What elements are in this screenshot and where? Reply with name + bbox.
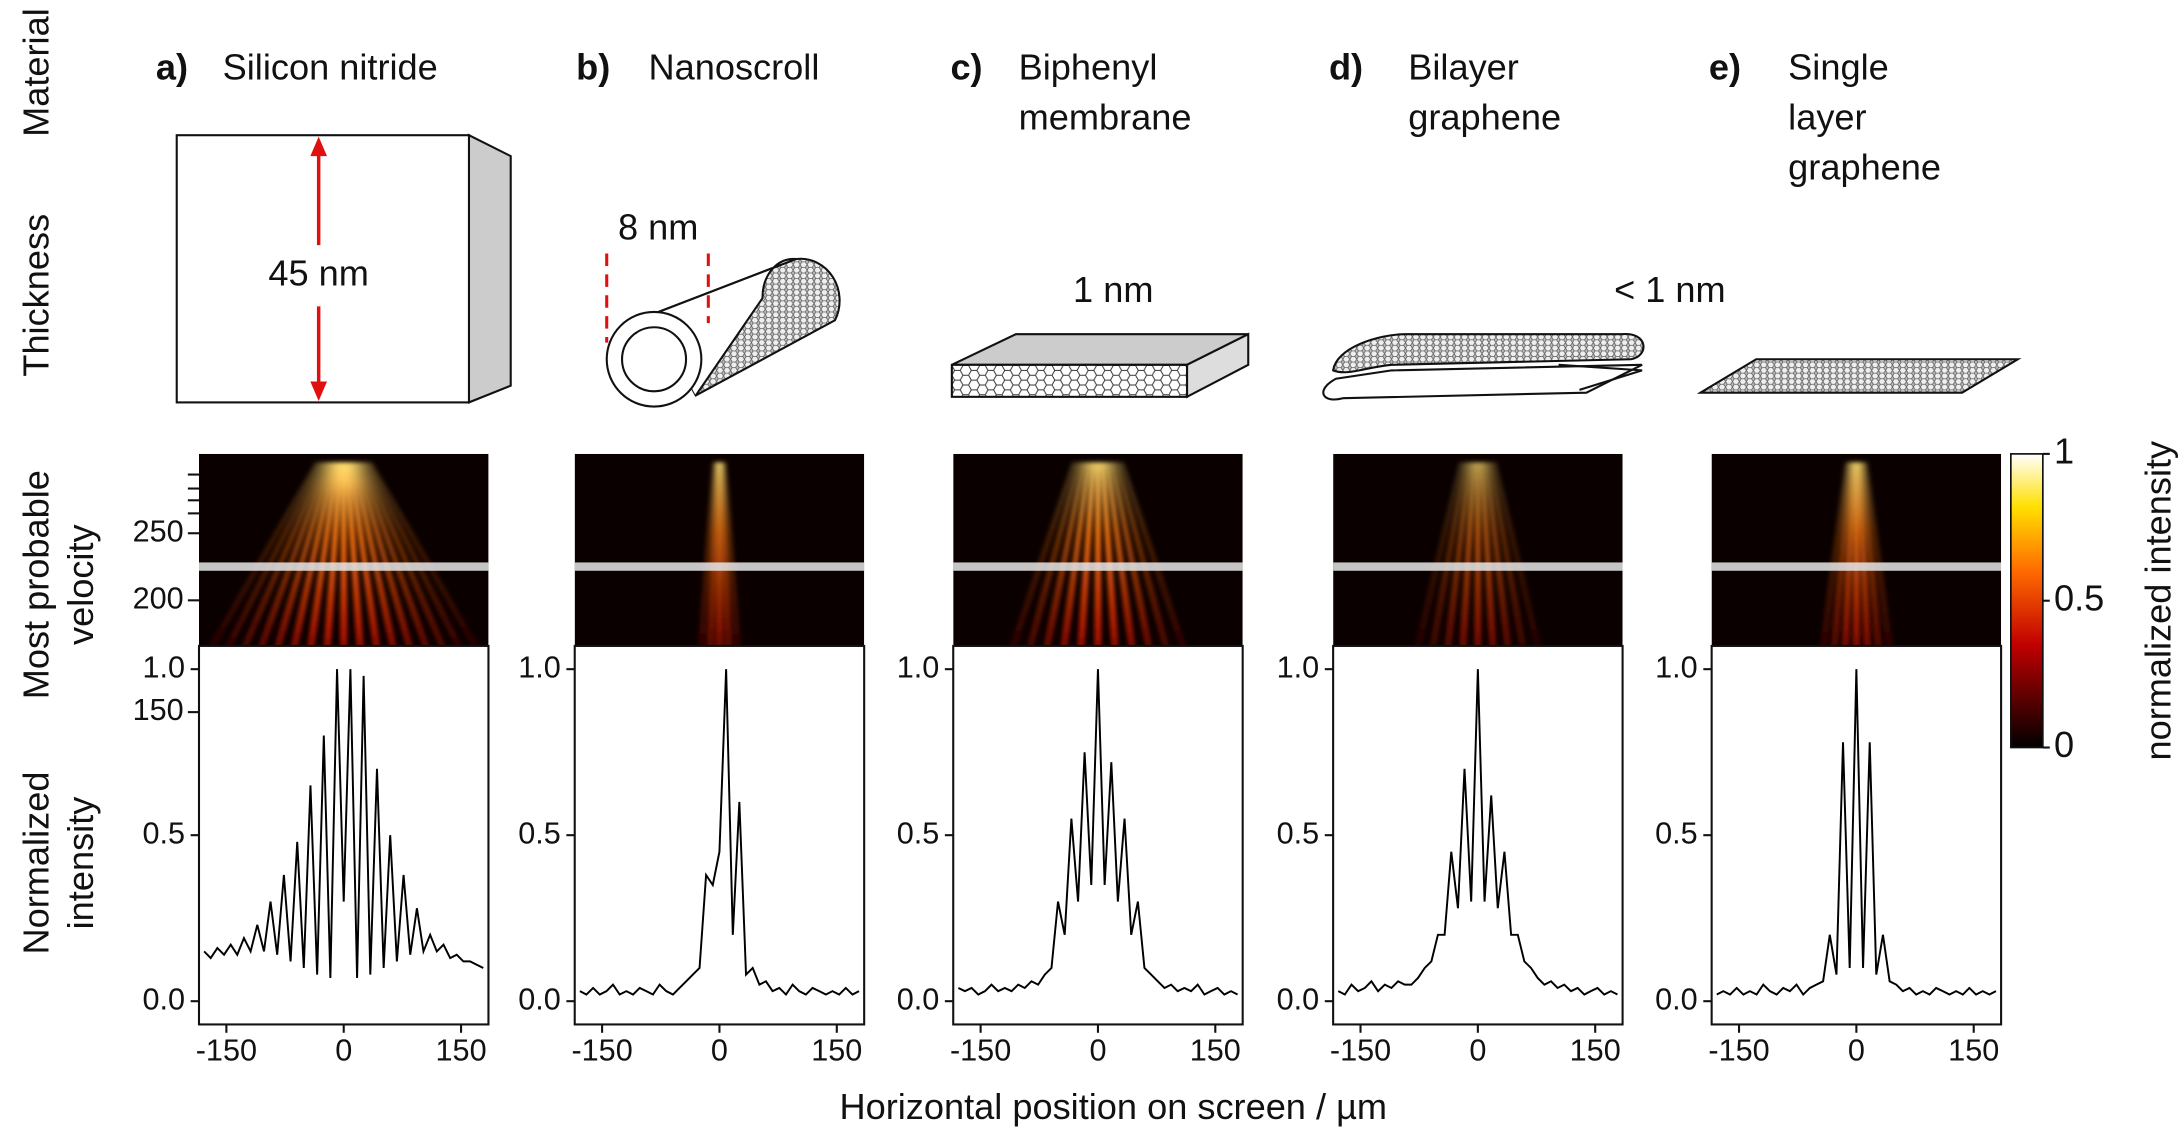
panel-letter: c): [950, 46, 982, 87]
x-tick-label: 150: [811, 1033, 862, 1067]
material-name: graphene: [1788, 147, 1941, 188]
row-label: Most probable: [16, 470, 57, 699]
y-tick-label: 1.0: [1277, 650, 1320, 684]
colorbar-label: normalized intensity: [2138, 440, 2179, 761]
intensity-profile: [579, 669, 860, 997]
x-tick-label: -150: [571, 1033, 632, 1067]
row-label: Thickness: [16, 214, 57, 377]
row-label: Normalized: [16, 772, 57, 955]
panel-letter: e): [1709, 46, 1741, 87]
panel-letter: a): [156, 46, 188, 87]
bilayer-sketch: [1322, 333, 1645, 401]
intensity-profile: [1716, 669, 1997, 997]
y-tick-label: 0.5: [518, 816, 561, 850]
x-tick-label: -150: [950, 1033, 1011, 1067]
material-name: graphene: [1408, 96, 1561, 137]
x-tick-label: 0: [711, 1033, 728, 1067]
material-name: Nanoscroll: [648, 46, 819, 87]
colorbar-tick-label: 0.5: [2054, 577, 2104, 618]
velocity-selector-line: [574, 562, 865, 571]
material-name: Silicon nitride: [223, 46, 438, 87]
velocity-selector-line: [1711, 562, 2002, 571]
y-tick-label: 1.0: [1655, 650, 1698, 684]
x-tick-label: 0: [1848, 1033, 1865, 1067]
panel-letter: d): [1329, 46, 1363, 87]
y-tick-label: 0.0: [143, 982, 186, 1016]
y-tick-label: 0.0: [1655, 982, 1698, 1016]
y-tick-label: 0.5: [1277, 816, 1320, 850]
x-tick-label: 150: [1570, 1033, 1621, 1067]
material-name: Bilayer: [1408, 46, 1519, 87]
plot-frame: [197, 644, 490, 1026]
x-tick-label: 150: [1948, 1033, 1999, 1067]
thickness-label: < 1 nm: [1614, 269, 1726, 310]
thickness-label: 1 nm: [1073, 269, 1153, 310]
x-tick-label: -150: [1330, 1033, 1391, 1067]
material-name: Single: [1788, 46, 1889, 87]
row-label: Material: [16, 8, 57, 137]
nanoscroll-sketch: [605, 253, 841, 408]
single-layer-sketch: [1696, 358, 2022, 394]
y-tick-label: 0.5: [143, 816, 186, 850]
material-name: membrane: [1019, 96, 1192, 137]
x-tick-label: 0: [335, 1033, 352, 1067]
y-tick-label: 0.5: [1655, 816, 1698, 850]
intensity-profile: [203, 669, 484, 978]
y-tick-label: 1.0: [897, 650, 940, 684]
x-tick-label: 0: [1089, 1033, 1106, 1067]
intensity-profile: [957, 669, 1238, 996]
velocity-tick-label: 150: [133, 693, 184, 727]
row-label: intensity: [60, 796, 101, 930]
velocity-selector-line: [198, 562, 489, 571]
velocity-selector-line: [1333, 562, 1623, 571]
plot-frame: [952, 644, 1244, 1026]
x-tick-label: 0: [1469, 1033, 1486, 1067]
thickness-label: 45 nm: [268, 252, 369, 293]
x-tick-label: -150: [1708, 1033, 1769, 1067]
material-name: layer: [1788, 96, 1866, 137]
y-tick-label: 0.0: [897, 982, 940, 1016]
velocity-tick-label: 200: [133, 581, 184, 615]
row-label: velocity: [60, 523, 101, 645]
colorbar-tick-label: 1: [2054, 430, 2074, 471]
material-name: Biphenyl: [1019, 46, 1158, 87]
plot-frame: [1332, 644, 1624, 1026]
biphenyl-sketch: [950, 332, 1250, 399]
y-tick-label: 1.0: [518, 650, 561, 684]
colorbar-tick-label: 0: [2054, 724, 2074, 765]
colorbar: [2010, 453, 2044, 749]
y-tick-label: 0.5: [897, 816, 940, 850]
fringe: [198, 462, 320, 677]
thickness-label: 8 nm: [618, 206, 698, 247]
x-tick-label: -150: [196, 1033, 257, 1067]
x-axis-label: Horizontal position on screen / µm: [839, 1086, 1387, 1127]
y-tick-label: 0.0: [1277, 982, 1320, 1016]
velocity-tick-label: 250: [133, 514, 184, 548]
x-tick-label: 150: [436, 1033, 487, 1067]
x-tick-label: 150: [1190, 1033, 1241, 1067]
panel-letter: b): [576, 46, 610, 87]
y-tick-label: 1.0: [143, 650, 186, 684]
intensity-profile: [1337, 669, 1618, 996]
velocity-selector-line: [953, 562, 1243, 571]
y-tick-label: 0.0: [518, 982, 561, 1016]
silicon-nitride-sketch: [175, 133, 512, 404]
